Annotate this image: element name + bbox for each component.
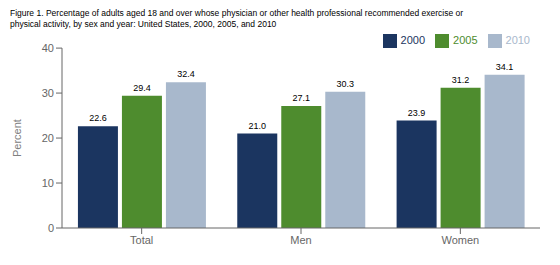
svg-text:34.1: 34.1: [496, 62, 514, 72]
svg-text:21.0: 21.0: [249, 121, 267, 131]
svg-text:31.2: 31.2: [452, 75, 470, 85]
html-text:2010: 2010: [505, 34, 530, 46]
svg-text:10: 10: [42, 177, 54, 189]
svg-text:Women: Women: [441, 234, 479, 246]
svg-text:30: 30: [42, 87, 54, 99]
html-text:2000: 2000: [400, 34, 425, 46]
svg-text:40: 40: [42, 42, 54, 54]
html-text:2005: 2005: [453, 34, 478, 46]
svg-text:Men: Men: [290, 234, 311, 246]
svg-text:23.9: 23.9: [408, 108, 426, 118]
svg-text:20: 20: [42, 132, 54, 144]
svg-text:Total: Total: [130, 234, 153, 246]
svg-text:29.4: 29.4: [133, 83, 151, 93]
svg-text:Percent: Percent: [11, 119, 23, 157]
svg-text:27.1: 27.1: [293, 93, 311, 103]
html-text:physical activity, by sex and: physical activity, by sex and year: Unit…: [10, 19, 277, 29]
svg-text:32.4: 32.4: [177, 69, 195, 79]
svg-text:22.6: 22.6: [89, 113, 107, 123]
svg-text:30.3: 30.3: [337, 79, 355, 89]
html-text:Figure 1. Percentage of adults: Figure 1. Percentage of adults aged 18 a…: [10, 8, 464, 18]
svg-text:0: 0: [48, 222, 54, 234]
